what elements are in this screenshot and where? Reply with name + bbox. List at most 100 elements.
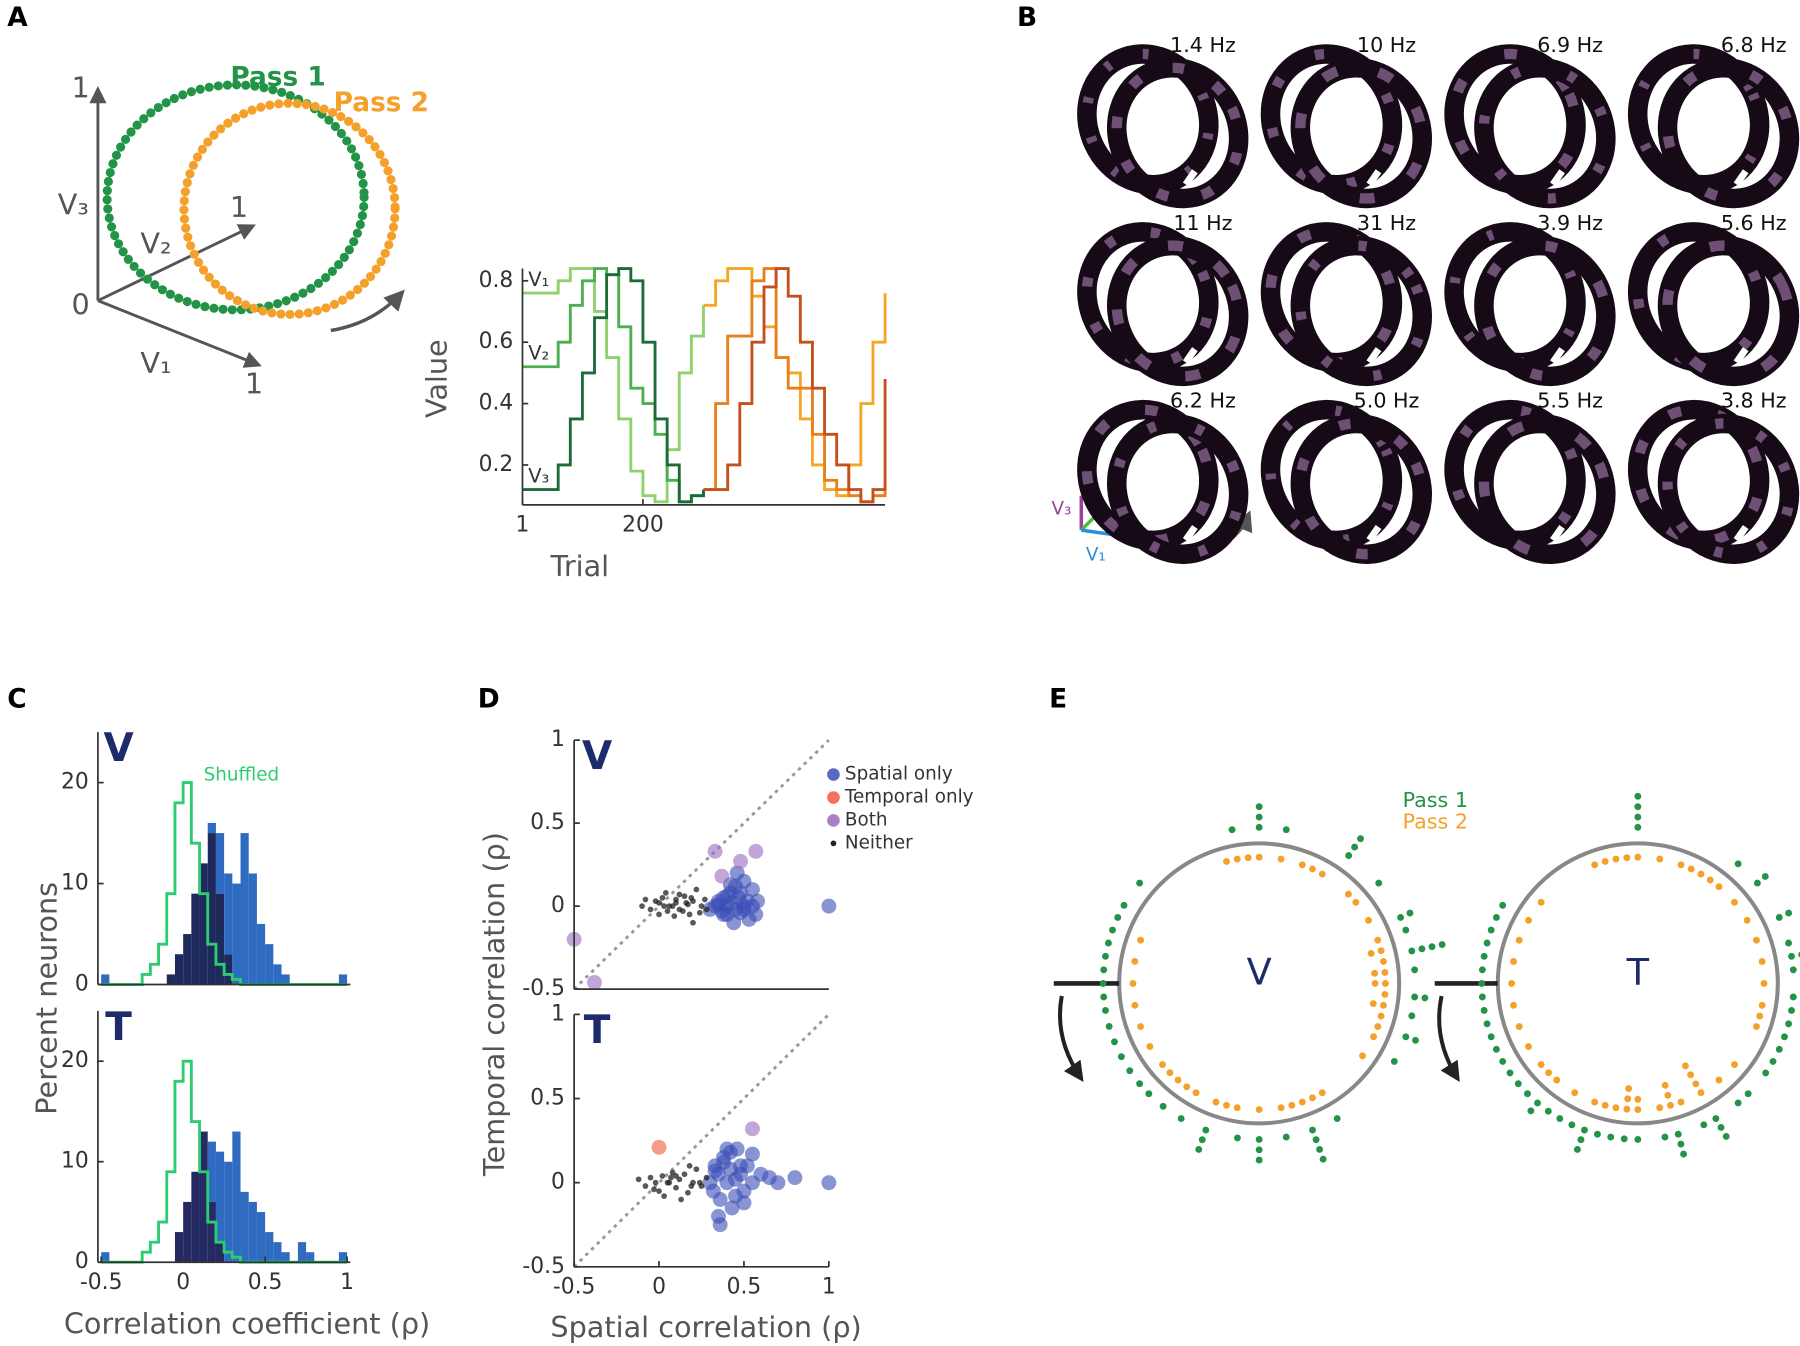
pass2-dot — [1131, 958, 1139, 965]
ring-highlight — [1111, 418, 1244, 560]
pass1-dot — [1744, 1090, 1752, 1098]
pass1-dot — [1202, 1126, 1210, 1134]
pass1-dot — [1499, 1057, 1507, 1065]
point — [726, 915, 742, 931]
pass1-dot — [1775, 1045, 1783, 1053]
frequency-label: 5.5 Hz — [1537, 389, 1603, 413]
pass2-dot — [1612, 855, 1620, 863]
ring — [1657, 235, 1800, 387]
point — [729, 865, 745, 881]
point — [642, 896, 649, 903]
legend-label: Temporal only — [844, 787, 974, 808]
pass1-dot — [1104, 939, 1112, 947]
axis-tick: 1 — [230, 190, 248, 224]
pass2-dot — [1380, 1001, 1387, 1009]
pass1-dot — [1753, 879, 1761, 887]
pass1-dot — [1483, 939, 1491, 947]
pass1-dot — [1534, 1099, 1541, 1107]
ring-gap — [1733, 525, 1749, 543]
ring — [1290, 413, 1432, 564]
bar — [256, 1211, 266, 1263]
pass2-dot — [1687, 865, 1695, 873]
point — [679, 908, 686, 914]
point — [821, 898, 837, 914]
pass1-dot — [1198, 1136, 1206, 1144]
pass2-dot — [1664, 1091, 1672, 1099]
pass2-dot — [1756, 1012, 1764, 1020]
point — [733, 1158, 749, 1174]
pass1-dot — [1700, 1121, 1708, 1129]
point — [642, 1183, 649, 1189]
pass2-dot — [1525, 1043, 1532, 1050]
pass1-dot — [1111, 1038, 1118, 1046]
pass2-dot — [1515, 1023, 1523, 1031]
direction-arrow — [1057, 995, 1084, 1082]
pass2-dot — [1601, 1101, 1609, 1109]
pass1-dot — [1408, 1012, 1416, 1020]
pass1-dot — [1312, 1136, 1320, 1144]
bar — [191, 893, 200, 985]
panel-label: B — [1017, 3, 1037, 33]
pass2-dot — [1634, 1106, 1642, 1114]
pass2-dot — [1344, 890, 1352, 898]
y-tick-label: -0.5 — [522, 976, 565, 1001]
panel-label: E — [1049, 684, 1067, 714]
pass1-dot — [1309, 1126, 1316, 1134]
pass2-dot — [1159, 1061, 1166, 1068]
pass2-dot — [1369, 1000, 1377, 1007]
pass2-dot — [1697, 870, 1705, 878]
point — [686, 911, 693, 918]
ring-gap — [1550, 169, 1565, 187]
y-tick-label: 0 — [551, 1170, 565, 1195]
pass2-dot — [1298, 861, 1306, 869]
pass2-dot — [1601, 858, 1609, 865]
ring — [1077, 399, 1219, 551]
pass1-dot — [1319, 1155, 1327, 1163]
bar — [207, 1201, 216, 1263]
pass1-ring — [102, 80, 369, 315]
pass1-dot — [1228, 826, 1236, 834]
bar — [183, 1201, 192, 1263]
pass1-dot — [1568, 1121, 1576, 1129]
pass1-dot — [1478, 979, 1486, 987]
point — [707, 843, 723, 859]
x-tick-label: -0.5 — [553, 1274, 596, 1299]
y-tick-label: 1 — [551, 727, 565, 752]
frequency-label: 10 Hz — [1357, 33, 1416, 57]
point — [703, 1174, 710, 1181]
ring-highlight — [1448, 404, 1582, 546]
pass2-dot — [1706, 876, 1714, 884]
pass2-dot — [1508, 979, 1516, 987]
point — [714, 868, 730, 884]
pass1-dot — [1674, 1130, 1682, 1138]
pass2-dot — [1377, 947, 1385, 955]
pass2-dot — [1692, 1080, 1700, 1088]
subplot-label: T — [105, 1005, 132, 1050]
pass1-dot — [1761, 873, 1769, 880]
pass2-dot — [1656, 855, 1664, 863]
pass2-dot — [1715, 1076, 1723, 1084]
pass2-dot — [1758, 1001, 1766, 1009]
ring — [1657, 413, 1800, 564]
point — [666, 903, 673, 909]
bar — [240, 1191, 249, 1263]
y-tick-label: -0.5 — [522, 1254, 565, 1279]
identity-line — [573, 739, 830, 991]
pass1-dot — [1100, 966, 1108, 974]
pass2-dot — [1352, 898, 1360, 906]
y-tick-label: 0 — [75, 972, 89, 997]
x-tick-label: 0 — [652, 1274, 666, 1299]
bar — [174, 954, 184, 985]
pass1-dot — [1099, 979, 1107, 987]
pass1-dot — [1483, 1020, 1491, 1028]
ring-gap — [1550, 525, 1565, 543]
pass1-dot — [1785, 939, 1793, 947]
pass1-dot — [1478, 966, 1486, 974]
pass1-dot — [1117, 1053, 1125, 1061]
frequency-label: 11 Hz — [1173, 211, 1232, 235]
point — [722, 1144, 738, 1160]
x-tick-label: 0.5 — [248, 1270, 283, 1295]
y-tick-label: 0.8 — [479, 268, 514, 293]
ring-highlight — [1265, 404, 1398, 546]
